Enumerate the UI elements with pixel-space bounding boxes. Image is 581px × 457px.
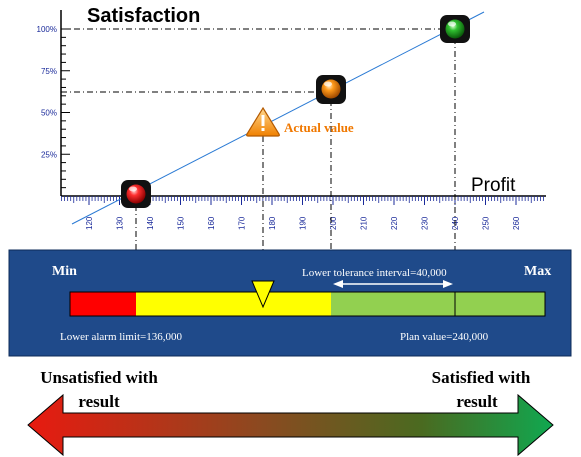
satisfaction-arrow: Unsatisfied with result Satisfied with r… bbox=[27, 368, 554, 457]
y-tick-label: 100% bbox=[37, 25, 57, 34]
lower-alarm-marker bbox=[121, 180, 151, 208]
bar-segment-yellow bbox=[136, 292, 331, 316]
x-tick-label: 250 bbox=[482, 216, 491, 230]
tolerance-interval-label: Lower tolerance interval=40,000 bbox=[302, 267, 447, 279]
unsatisfied-label-line2: result bbox=[78, 392, 120, 411]
y-tick-label: 50% bbox=[41, 109, 57, 118]
min-label: Min bbox=[52, 264, 77, 279]
max-label: Max bbox=[524, 264, 551, 279]
scale-panel: Min Max Lower tolerance interval=40,000 … bbox=[8, 249, 572, 357]
bar-segment-red bbox=[70, 292, 136, 316]
x-tick-label: 260 bbox=[512, 216, 521, 230]
bar-outline bbox=[69, 291, 546, 317]
x-axis-title: Profit bbox=[471, 175, 516, 196]
gradient-double-arrow bbox=[27, 393, 554, 457]
x-axis-ticks bbox=[61, 196, 544, 205]
plan-value-label: Plan value=240,000 bbox=[400, 331, 489, 343]
x-tick-label: 140 bbox=[146, 216, 155, 230]
lower-tolerance-marker bbox=[316, 75, 346, 104]
tolerance-interval-arrow bbox=[333, 280, 453, 288]
x-tick-label: 130 bbox=[116, 216, 125, 230]
satisfied-label-line2: result bbox=[456, 392, 498, 411]
unsatisfied-label-line1: Unsatisfied with bbox=[40, 368, 158, 387]
chart: 25% 50% 75% 100% 120 130 140 150 160 170 180 190 20… bbox=[37, 5, 546, 330]
chart-title: Satisfaction bbox=[87, 5, 200, 27]
x-tick-label: 210 bbox=[360, 216, 369, 230]
x-tick-label: 220 bbox=[390, 216, 399, 230]
x-tick-label: 190 bbox=[299, 216, 308, 230]
x-tick-label: 150 bbox=[177, 216, 186, 230]
x-tick-label: 160 bbox=[207, 216, 216, 230]
lower-alarm-limit-label: Lower alarm limit=136,000 bbox=[60, 331, 182, 343]
bar-segment-green bbox=[331, 292, 545, 316]
x-tick-label: 180 bbox=[268, 216, 277, 230]
plan-value-marker bbox=[440, 15, 470, 43]
x-tick-label: 170 bbox=[238, 216, 247, 230]
actual-value-pointer bbox=[251, 280, 275, 309]
x-tick-label: 200 bbox=[329, 216, 338, 230]
satisfied-label-line1: Satisfied with bbox=[432, 368, 531, 387]
y-tick-label: 75% bbox=[41, 67, 57, 76]
x-axis-tick-labels: 1201301401501601701801902002102202302402… bbox=[85, 216, 521, 230]
x-tick-label: 230 bbox=[421, 216, 430, 230]
actual-value-marker bbox=[246, 106, 280, 137]
y-axis-minor-ticks bbox=[61, 36, 66, 189]
actual-value-label: Actual value bbox=[284, 120, 354, 135]
x-tick-label: 120 bbox=[85, 216, 94, 230]
y-tick-label: 25% bbox=[41, 150, 57, 159]
